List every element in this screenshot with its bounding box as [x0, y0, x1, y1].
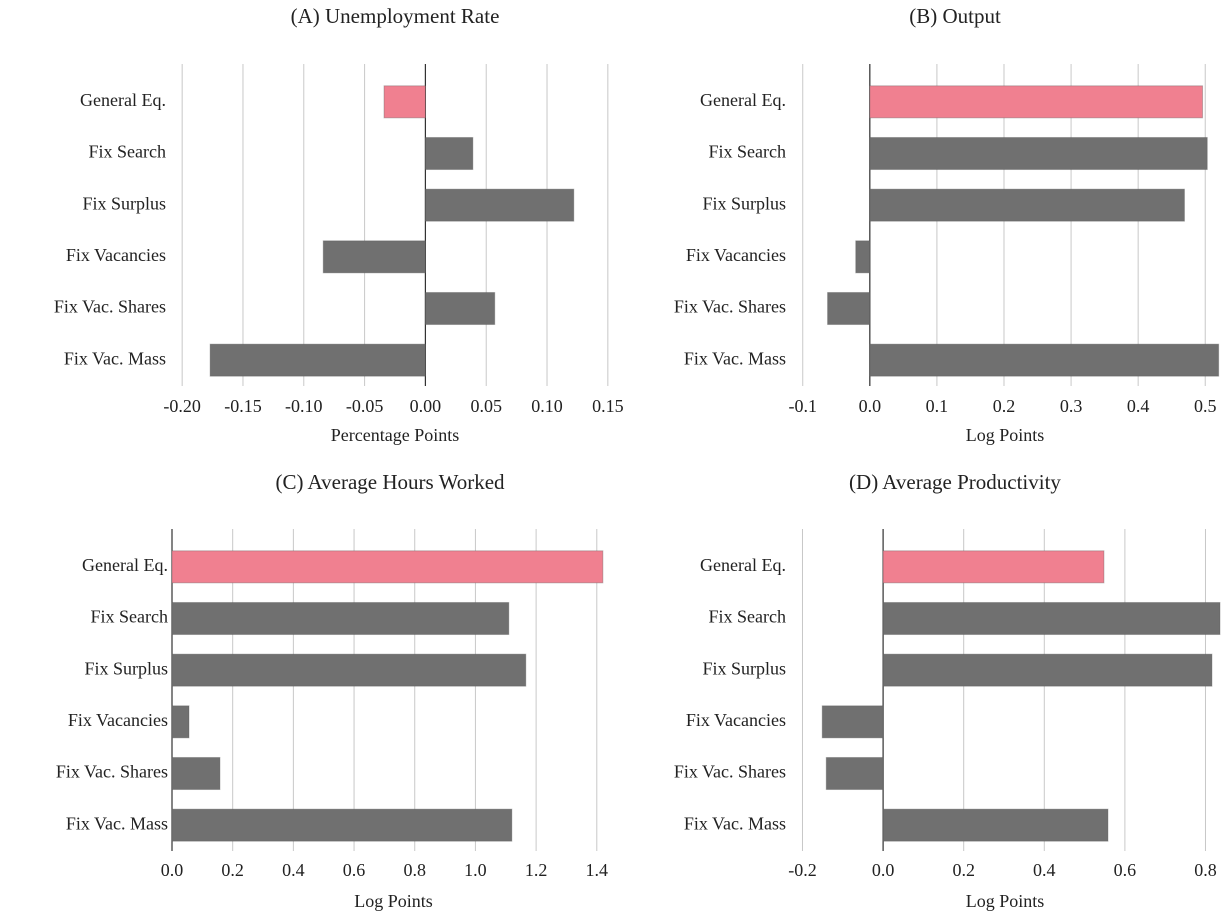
x-tick-label: 0.4 — [282, 860, 305, 880]
y-tick-label: Fix Vac. Shares — [674, 762, 786, 782]
x-tick-label: 0.0 — [161, 860, 184, 880]
y-tick-label: Fix Surplus — [702, 193, 786, 213]
x-tick-label: 0.15 — [592, 396, 624, 416]
y-tick-label: Fix Surplus — [82, 193, 166, 213]
x-axis-label: Percentage Points — [331, 425, 459, 445]
bar — [171, 550, 604, 584]
x-tick-label: -0.15 — [224, 396, 262, 416]
bar — [882, 808, 1109, 842]
bar — [821, 705, 884, 739]
y-tick-label: General Eq. — [700, 90, 786, 110]
bar — [827, 291, 871, 326]
chart-title: (B) Output — [909, 4, 1001, 28]
y-tick-label: Fix Vac. Mass — [66, 813, 168, 833]
x-tick-label: 0.8 — [403, 860, 426, 880]
x-tick-label: 0.2 — [221, 860, 244, 880]
x-tick-label: 0.4 — [1033, 860, 1056, 880]
y-tick-label: Fix Vacancies — [68, 710, 168, 730]
x-tick-label: 1.4 — [586, 860, 609, 880]
y-tick-label: General Eq. — [82, 555, 168, 575]
y-tick-label: General Eq. — [700, 555, 786, 575]
bar — [869, 343, 1220, 377]
x-tick-label: 0.4 — [1127, 396, 1150, 416]
x-tick-label: -0.10 — [285, 396, 323, 416]
x-axis-label: Log Points — [966, 425, 1045, 445]
x-tick-label: 1.2 — [525, 860, 548, 880]
chart-title: (C) Average Hours Worked — [275, 470, 505, 494]
x-tick-label: 0.10 — [531, 396, 563, 416]
y-tick-label: Fix Vac. Shares — [56, 762, 168, 782]
y-tick-label: Fix Search — [709, 607, 786, 627]
bar — [424, 188, 575, 222]
x-tick-label: 0.2 — [952, 860, 975, 880]
y-tick-label: Fix Vac. Mass — [64, 348, 166, 368]
bar — [869, 136, 1208, 171]
y-tick-label: Fix Vacancies — [686, 710, 786, 730]
x-tick-label: -0.20 — [163, 396, 201, 416]
x-tick-label: 0.5 — [1194, 396, 1217, 416]
y-tick-label: Fix Vacancies — [686, 245, 786, 265]
x-tick-label: -0.05 — [346, 396, 384, 416]
x-axis-label: Log Points — [966, 891, 1045, 911]
y-tick-label: Fix Surplus — [84, 658, 168, 678]
x-tick-label: 0.8 — [1194, 860, 1217, 880]
bar — [882, 653, 1213, 687]
x-tick-label: 0.00 — [410, 396, 442, 416]
x-tick-label: 0.6 — [343, 860, 366, 880]
bar — [825, 756, 884, 791]
bar — [869, 85, 1204, 119]
x-axis-label: Log Points — [354, 891, 433, 911]
y-tick-label: Fix Surplus — [702, 658, 786, 678]
x-tick-label: 0.0 — [872, 860, 895, 880]
x-tick-label: 0.05 — [470, 396, 502, 416]
x-tick-label: -0.2 — [788, 860, 817, 880]
bar — [882, 601, 1221, 636]
bar — [882, 550, 1105, 584]
x-tick-label: 0.0 — [859, 396, 882, 416]
y-tick-label: Fix Search — [709, 142, 786, 162]
y-tick-label: General Eq. — [80, 90, 166, 110]
bar — [171, 756, 221, 791]
y-tick-label: Fix Search — [91, 607, 168, 627]
bar — [322, 240, 426, 274]
y-tick-label: Fix Vac. Mass — [684, 813, 786, 833]
x-tick-label: 1.0 — [464, 860, 487, 880]
chart-title: (D) Average Productivity — [849, 470, 1061, 494]
y-tick-label: Fix Vacancies — [66, 245, 166, 265]
y-tick-label: Fix Vac. Mass — [684, 348, 786, 368]
bar — [855, 240, 871, 274]
y-tick-label: Fix Vac. Shares — [54, 297, 166, 317]
bar — [171, 653, 527, 687]
chart-title: (A) Unemployment Rate — [291, 4, 500, 28]
x-tick-label: 0.3 — [1060, 396, 1083, 416]
bar — [869, 188, 1185, 222]
bar — [424, 291, 496, 326]
x-tick-label: -0.1 — [788, 396, 817, 416]
x-tick-label: 0.6 — [1114, 860, 1137, 880]
y-tick-label: Fix Search — [89, 142, 166, 162]
x-tick-label: 0.2 — [993, 396, 1016, 416]
bar — [383, 85, 426, 119]
bar — [424, 136, 474, 171]
y-tick-label: Fix Vac. Shares — [674, 297, 786, 317]
bar — [171, 808, 513, 842]
bar — [209, 343, 426, 377]
bar — [171, 601, 510, 636]
x-tick-label: 0.1 — [926, 396, 949, 416]
bar — [171, 705, 190, 739]
